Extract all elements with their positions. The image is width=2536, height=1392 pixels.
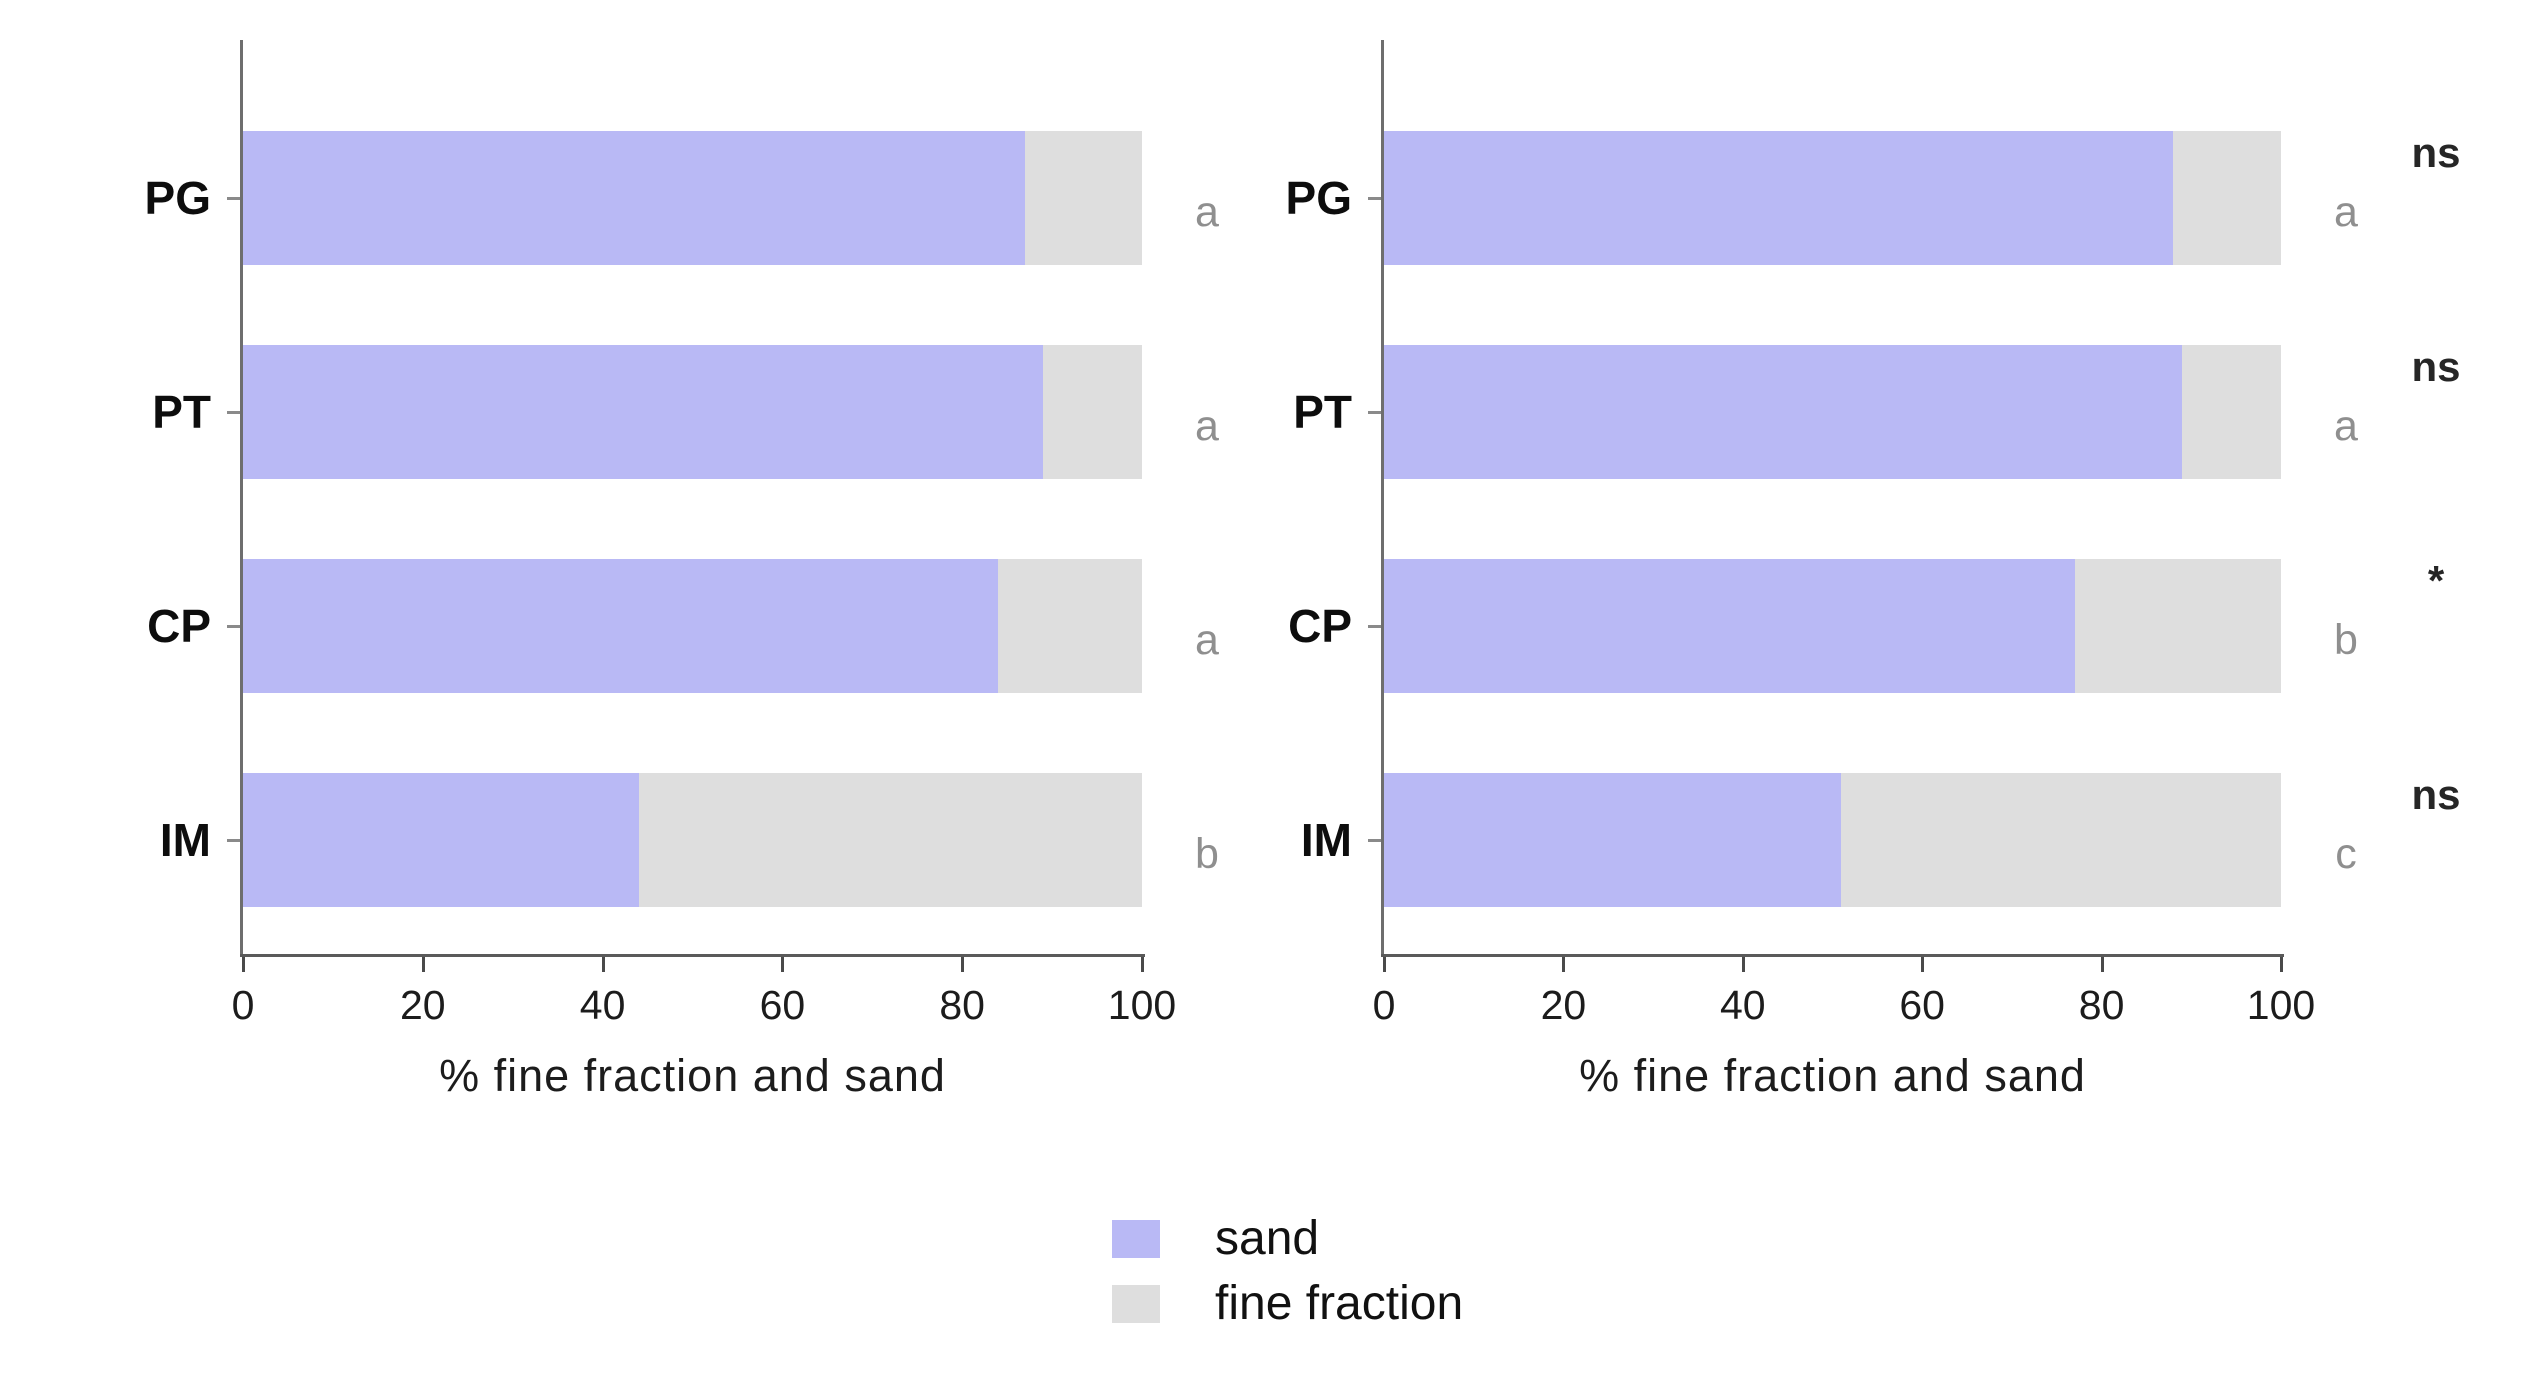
bar-segment-sand xyxy=(243,131,1026,265)
bar-segment-fine-fraction xyxy=(1043,345,1142,479)
category-label-pt: PT xyxy=(152,386,211,438)
bar-row-pt xyxy=(243,345,1142,479)
x-axis-title: % fine fraction and sand xyxy=(1579,1050,2086,1101)
category-label-cp: CP xyxy=(1288,600,1352,652)
group-letter: a xyxy=(1195,188,1219,236)
x-axis-tick-label: 100 xyxy=(2246,982,2316,1028)
group-letter: c xyxy=(2335,830,2357,878)
significance-mark: ns xyxy=(2411,771,2461,818)
x-axis-tick xyxy=(1921,957,1925,972)
y-axis-tick xyxy=(227,625,240,628)
y-axis-spine xyxy=(1381,40,1384,957)
bar-segment-fine-fraction xyxy=(638,773,1142,907)
bar-segment-sand xyxy=(1384,559,2075,693)
bar-row-pg xyxy=(1384,131,2281,265)
bar-row-im xyxy=(243,773,1142,907)
category-label-pt: PT xyxy=(1293,386,1352,438)
bar-segment-sand xyxy=(243,773,639,907)
bar-segment-fine-fraction xyxy=(2173,131,2281,265)
x-axis-tick-label: 60 xyxy=(759,982,806,1028)
x-axis-tick-label: 80 xyxy=(939,982,985,1028)
category-label-im: IM xyxy=(1300,814,1352,866)
y-axis-tick xyxy=(227,839,240,842)
significance-mark: ns xyxy=(2411,343,2461,390)
bar-segment-sand xyxy=(243,345,1044,479)
bar-segment-sand xyxy=(1384,131,2174,265)
x-axis-tick-label: 20 xyxy=(1540,982,1587,1028)
group-letter: a xyxy=(2334,188,2358,236)
x-axis-tick-label: 0 xyxy=(231,982,255,1028)
bar-segment-sand xyxy=(1384,773,1842,907)
bar-row-cp xyxy=(243,559,1142,693)
legend-item-fine-fraction: fine fraction xyxy=(1112,1271,1463,1336)
bar-segment-sand xyxy=(243,559,999,693)
x-axis-tick xyxy=(421,957,425,972)
fine-fraction-swatch-icon xyxy=(1112,1284,1160,1323)
bar-segment-sand xyxy=(1384,345,2183,479)
sand-swatch-icon xyxy=(1112,1219,1160,1258)
y-axis-spine xyxy=(240,40,243,957)
bar-row-cp xyxy=(1384,559,2281,693)
x-axis-tick xyxy=(961,957,965,972)
x-axis-tick xyxy=(2100,957,2104,972)
bar-segment-fine-fraction xyxy=(998,559,1142,693)
bar-segment-fine-fraction xyxy=(2182,345,2281,479)
x-axis-tick xyxy=(601,957,605,972)
group-letter: a xyxy=(2334,402,2358,450)
y-axis-tick xyxy=(1368,839,1381,842)
x-axis-tick-label: 40 xyxy=(1719,982,1766,1028)
category-label-cp: CP xyxy=(147,600,211,652)
y-axis-tick xyxy=(1368,411,1381,414)
chart-legend: sand fine fraction xyxy=(1112,1206,1463,1336)
x-axis-tick xyxy=(781,957,785,972)
group-letter: b xyxy=(1195,830,1219,878)
x-axis-tick xyxy=(1141,957,1144,972)
x-axis-tick-label: 80 xyxy=(2078,982,2125,1028)
category-label-pg: PG xyxy=(144,172,211,224)
x-axis-tick-label: 0 xyxy=(1372,982,1396,1028)
x-axis-tick-label: 100 xyxy=(1107,982,1177,1028)
x-axis-tick-label: 20 xyxy=(399,982,446,1028)
significance-mark: * xyxy=(2427,557,2445,604)
bar-row-pt xyxy=(1384,345,2281,479)
significance-mark: ns xyxy=(2411,129,2461,176)
bar-segment-fine-fraction xyxy=(1025,131,1142,265)
x-axis-line xyxy=(240,954,1145,957)
x-axis-tick xyxy=(242,957,245,972)
bar-segment-fine-fraction xyxy=(1841,773,2281,907)
legend-item-sand: sand xyxy=(1112,1206,1463,1271)
x-axis-tick xyxy=(1383,957,1386,972)
category-label-pg: PG xyxy=(1285,172,1352,224)
bar-row-im xyxy=(1384,773,2281,907)
category-label-im: IM xyxy=(159,814,211,866)
legend-label-fine-fraction: fine fraction xyxy=(1215,1277,1464,1330)
y-axis-tick xyxy=(227,197,240,200)
bar-segment-fine-fraction xyxy=(2074,559,2281,693)
x-axis-tick xyxy=(2280,957,2283,972)
y-axis-tick xyxy=(1368,197,1381,200)
group-letter: a xyxy=(1195,616,1219,664)
x-axis-tick xyxy=(1741,957,1745,972)
x-axis-line xyxy=(1381,954,2284,957)
y-axis-tick xyxy=(1368,625,1381,628)
x-axis-title: % fine fraction and sand xyxy=(439,1050,946,1101)
legend-label-sand: sand xyxy=(1215,1212,1320,1265)
y-axis-tick xyxy=(227,411,240,414)
x-axis-tick xyxy=(1562,957,1566,972)
group-letter: a xyxy=(1195,402,1219,450)
group-letter: b xyxy=(2334,616,2358,664)
x-axis-tick-label: 40 xyxy=(579,982,626,1028)
bar-row-pg xyxy=(243,131,1142,265)
x-axis-tick-label: 60 xyxy=(1899,982,1945,1028)
